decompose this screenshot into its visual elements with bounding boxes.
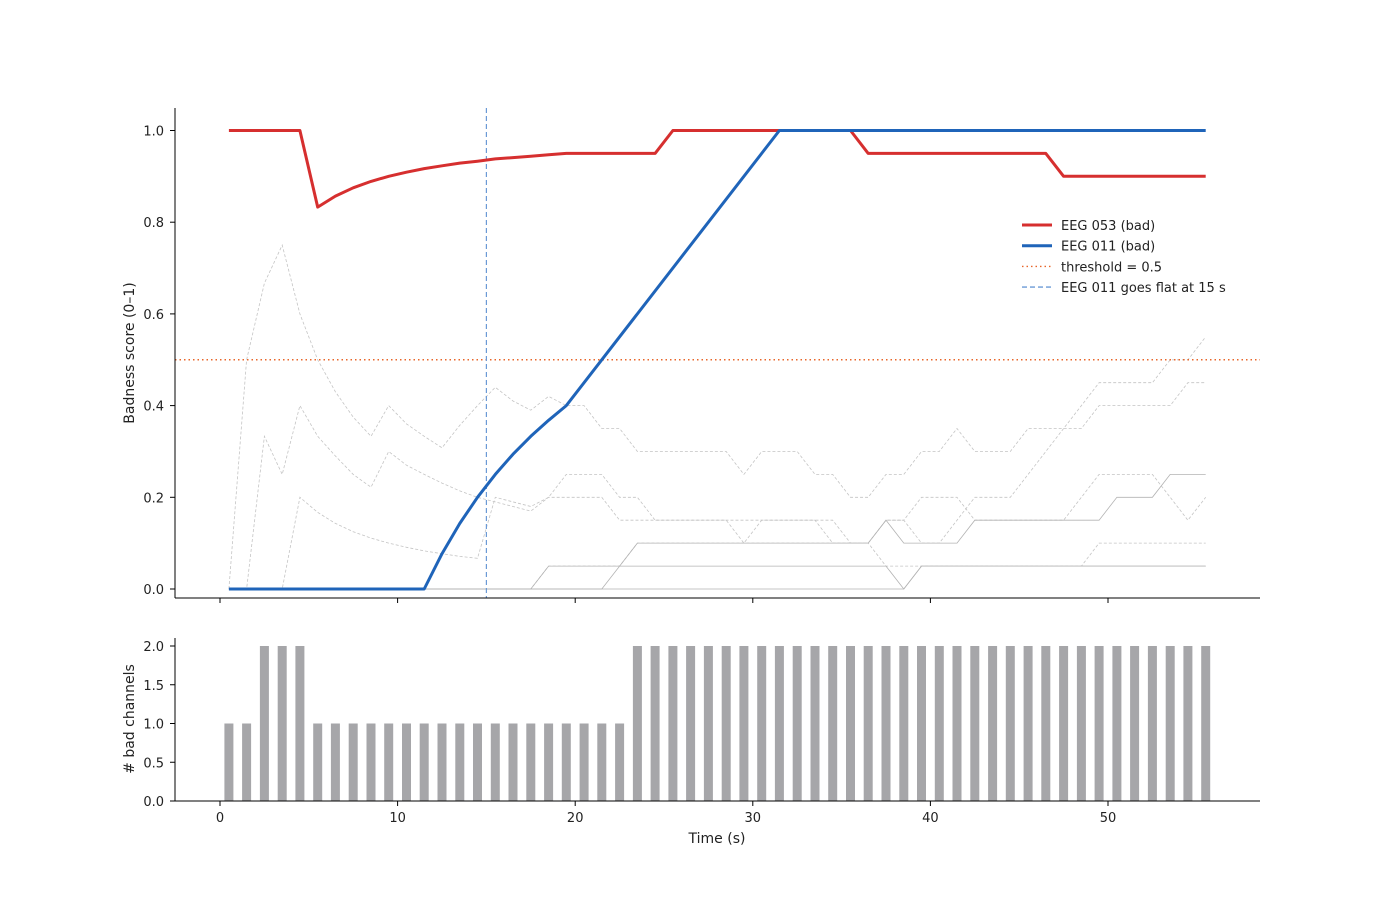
bad-channel-count-bar: [970, 646, 980, 801]
legend: EEG 053 (bad) EEG 011 (bad) threshold = 0.…: [1022, 219, 1226, 296]
bad-channel-count-bar: [1041, 646, 1051, 801]
bad-channel-count-bar: [561, 723, 571, 801]
bad-channel-count-bar: [313, 723, 323, 801]
series-line-eeg053: [228, 129, 1206, 209]
bad-channel-count-bar: [899, 646, 909, 801]
bad-channel-count-bar: [384, 723, 394, 801]
bad-channel-count-bar: [508, 723, 518, 801]
background-channel-line: [228, 473, 1207, 590]
legend-label: EEG 011 (bad): [1061, 240, 1155, 255]
bottom-y-tick-label: 0.5: [143, 756, 164, 771]
bad-channel-count-bar: [579, 723, 589, 801]
bad-channel-count-bar: [774, 646, 784, 801]
bottom-x-tick-label: 50: [1100, 811, 1117, 826]
bad-channel-count-bar: [597, 723, 607, 801]
bad-channel-count-bar: [1005, 646, 1015, 801]
bottom-y-tick-label: 1.0: [143, 718, 164, 733]
bad-channel-count-bar: [1165, 646, 1175, 801]
bad-channel-count-bar: [650, 646, 660, 801]
bad-channel-count-bar: [739, 646, 749, 801]
threshold-layer: [175, 108, 1260, 598]
bad-channel-count-bar: [1059, 646, 1069, 801]
bad-channel-count-bar: [1130, 646, 1140, 801]
bad-channel-count-bar: [490, 723, 500, 801]
bad-channel-count-bar: [348, 723, 358, 801]
bottom-y-tick-label: 0.0: [143, 795, 164, 810]
bad-channel-count-bar: [455, 723, 465, 801]
bad-channel-count-bar: [402, 723, 411, 801]
bad-channel-count-bar: [259, 646, 269, 801]
top-y-tick-label: 0.0: [143, 583, 164, 598]
bad-channel-count-bar: [952, 646, 962, 801]
bottom-axes: 0.0 0.5 1.0 1.5 2.0 0 10 20 30 40 50: [143, 638, 1260, 826]
bad-channel-count-bar: [917, 646, 926, 801]
bad-channel-count-bar: [330, 723, 340, 801]
bad-channel-count-bar: [988, 646, 998, 801]
bottom-y-axis-label: # bad channels: [122, 664, 138, 774]
series-line-eeg011: [228, 129, 1206, 591]
bad-channel-count-bar: [366, 723, 376, 801]
bad-channel-count-bar: [792, 646, 802, 801]
bad-channel-count-bar: [828, 646, 838, 801]
bad-channel-count-bar: [632, 646, 642, 801]
bad-channel-count-bar: [721, 646, 731, 801]
top-y-tick-label: 0.8: [143, 216, 164, 231]
bad-channel-count-bar: [1094, 646, 1104, 801]
background-series-group: [228, 243, 1207, 590]
top-y-axis-label: Badness score (0–1): [122, 282, 138, 423]
bottom-x-tick-label: 30: [745, 811, 762, 826]
bad-channel-count-bar: [1147, 646, 1157, 801]
bottom-x-tick-label: 20: [567, 811, 584, 826]
bottom-x-tick-label: 0: [216, 811, 224, 826]
bottom-x-tick-label: 40: [922, 811, 939, 826]
bad-channel-count-bar: [686, 646, 696, 801]
bad-channel-count-bar: [526, 723, 536, 801]
bad-channel-count-bar: [1201, 646, 1211, 801]
bar-group: [224, 646, 1211, 801]
bad-channel-count-bar: [703, 646, 713, 801]
bad-channel-count-bar: [668, 646, 678, 801]
bad-channel-count-bar: [1023, 646, 1033, 801]
bad-channel-count-bar: [1183, 646, 1193, 801]
bad-channel-count-bar: [544, 723, 554, 801]
bad-channel-count-bar: [242, 723, 252, 801]
main-series-group: [228, 129, 1206, 591]
bad-channel-count-bar: [881, 646, 891, 801]
top-y-tick-label: 0.6: [143, 308, 164, 323]
bad-channel-count-bar: [846, 646, 855, 801]
bottom-x-tick-label: 10: [389, 811, 406, 826]
bad-channel-count-bar: [437, 723, 447, 801]
legend-label: EEG 011 goes flat at 15 s: [1061, 281, 1226, 296]
bottom-y-tick-label: 2.0: [143, 640, 164, 655]
bad-channel-count-bar: [810, 646, 820, 801]
bad-channel-count-bar: [1112, 646, 1122, 801]
bad-channel-count-bar: [277, 646, 287, 801]
top-y-tick-label: 0.2: [143, 491, 164, 506]
top-panel: 0.0 0.2 0.4 0.6 0.8 1.0 Badness score (0–1) E…: [122, 108, 1260, 603]
bad-channel-count-bar: [934, 646, 944, 801]
bad-channel-count-bar: [295, 646, 305, 801]
bad-channel-count-bar: [224, 723, 234, 801]
background-channel-line: [228, 473, 1206, 590]
bottom-panel: 0.0 0.5 1.0 1.5 2.0 0 10 20 30 40 50 # bad channel…: [122, 638, 1260, 847]
bad-channel-count-bar: [473, 723, 482, 801]
bad-channel-count-bar: [757, 646, 767, 801]
bad-channel-count-bar: [615, 723, 625, 801]
bottom-y-tick-label: 1.5: [143, 679, 164, 694]
legend-label: threshold = 0.5: [1061, 260, 1162, 275]
x-axis-label: Time (s): [688, 831, 746, 847]
background-channel-line: [228, 565, 1206, 590]
background-channel-line: [228, 336, 1207, 590]
background-channel-line: [228, 565, 1206, 590]
top-axes: 0.0 0.2 0.4 0.6 0.8 1.0: [143, 108, 1260, 603]
background-channel-line: [228, 243, 1206, 590]
bad-channel-count-bar: [419, 723, 429, 801]
top-y-tick-label: 0.4: [143, 400, 164, 415]
bad-channel-count-bar: [863, 646, 873, 801]
bad-channel-count-bar: [1076, 646, 1086, 801]
legend-label: EEG 053 (bad): [1061, 219, 1155, 234]
top-y-tick-label: 1.0: [143, 125, 164, 140]
